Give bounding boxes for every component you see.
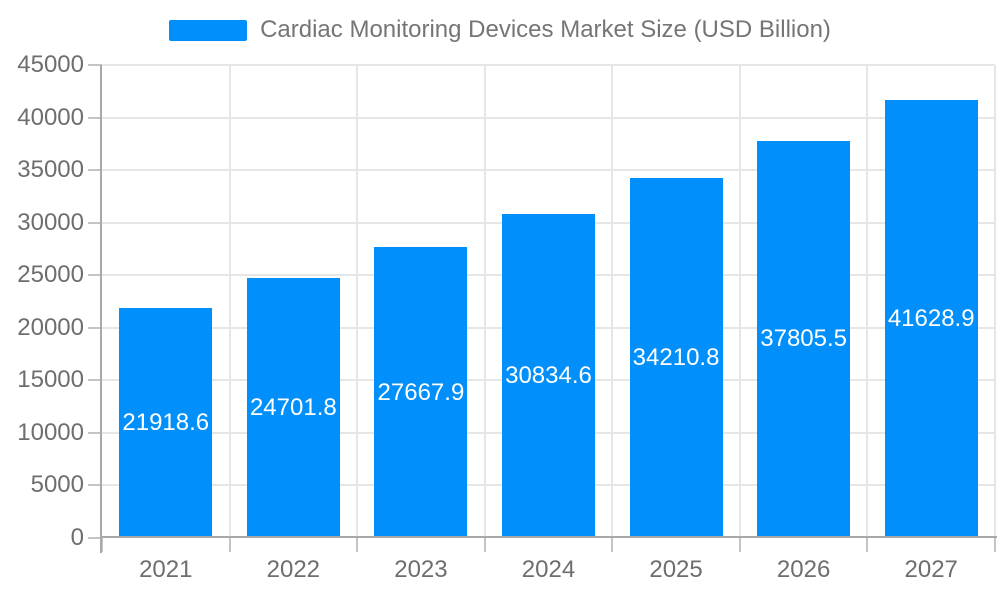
y-tick-label: 10000 <box>17 418 84 446</box>
gridline-v <box>866 65 869 538</box>
y-tick <box>88 326 102 329</box>
bar[interactable] <box>757 140 851 538</box>
x-tick <box>483 538 486 552</box>
bar[interactable] <box>502 213 595 538</box>
y-tick-label: 15000 <box>17 366 84 394</box>
legend: Cardiac Monitoring Devices Market Size (… <box>0 16 1000 44</box>
x-axis-label: 2027 <box>904 556 958 583</box>
plot-area: 0 5000 10000 15000 20000 25000 30000 35000 40000… <box>17 51 997 583</box>
bar[interactable] <box>119 307 213 538</box>
y-tick <box>88 379 102 382</box>
y-tick-label: 0 <box>70 524 84 551</box>
bar-value-label: 27667.9 <box>377 378 465 406</box>
y-tick-label: 35000 <box>17 156 84 184</box>
x-axis-label: 2024 <box>521 556 576 583</box>
x-tick <box>356 538 359 552</box>
bar[interactable] <box>884 100 978 538</box>
gridline-v <box>228 65 231 538</box>
gridline-h <box>102 116 995 119</box>
y-tick <box>88 274 102 277</box>
gridline-v <box>483 65 486 538</box>
y-tick <box>88 221 102 224</box>
x-axis-line <box>100 536 997 538</box>
legend-item[interactable]: Cardiac Monitoring Devices Market Size (… <box>169 16 831 44</box>
bar[interactable] <box>246 278 340 538</box>
gridline-v <box>356 65 359 538</box>
x-axis-label: 2023 <box>394 556 448 583</box>
x-tick <box>866 538 869 552</box>
y-tick <box>88 64 102 66</box>
x-tick <box>738 538 741 552</box>
y-axis-line <box>100 65 102 553</box>
bar[interactable] <box>374 247 468 538</box>
x-tick <box>611 538 614 552</box>
bar-value-label: 34210.8 <box>632 344 720 372</box>
bar[interactable] <box>629 178 723 538</box>
y-tick-label: 20000 <box>17 313 84 341</box>
gridline-h <box>102 169 995 172</box>
gridline-v <box>994 65 996 538</box>
y-tick <box>88 431 102 434</box>
bar-value-label: 21918.6 <box>122 408 210 436</box>
y-tick <box>88 537 102 539</box>
x-axis-label: 2021 <box>139 556 193 583</box>
x-tick <box>228 538 231 552</box>
bar-value-label: 30834.6 <box>505 361 592 389</box>
gridline-v <box>738 65 741 538</box>
x-tick <box>994 538 996 552</box>
y-tick-label: 5000 <box>30 471 84 499</box>
y-tick-label: 40000 <box>17 103 84 131</box>
y-tick <box>88 169 102 172</box>
y-tick <box>88 484 102 487</box>
x-axis-label: 2025 <box>649 556 703 583</box>
bar-value-label: 37805.5 <box>760 325 848 353</box>
x-axis-label: 2026 <box>776 556 831 583</box>
bar-value-label: 41628.9 <box>887 305 975 333</box>
gridline-h <box>102 64 995 66</box>
bar-value-label: 24701.8 <box>249 394 337 422</box>
legend-label: Cardiac Monitoring Devices Market Size (… <box>260 16 831 43</box>
y-tick <box>88 116 102 119</box>
y-tick-label: 45000 <box>17 51 84 78</box>
x-tick <box>101 538 103 552</box>
x-axis-label: 2022 <box>266 556 321 583</box>
y-tick-label: 25000 <box>17 261 84 289</box>
legend-marker <box>169 19 248 41</box>
y-tick-label: 30000 <box>17 208 84 236</box>
gridline-v <box>611 65 614 538</box>
